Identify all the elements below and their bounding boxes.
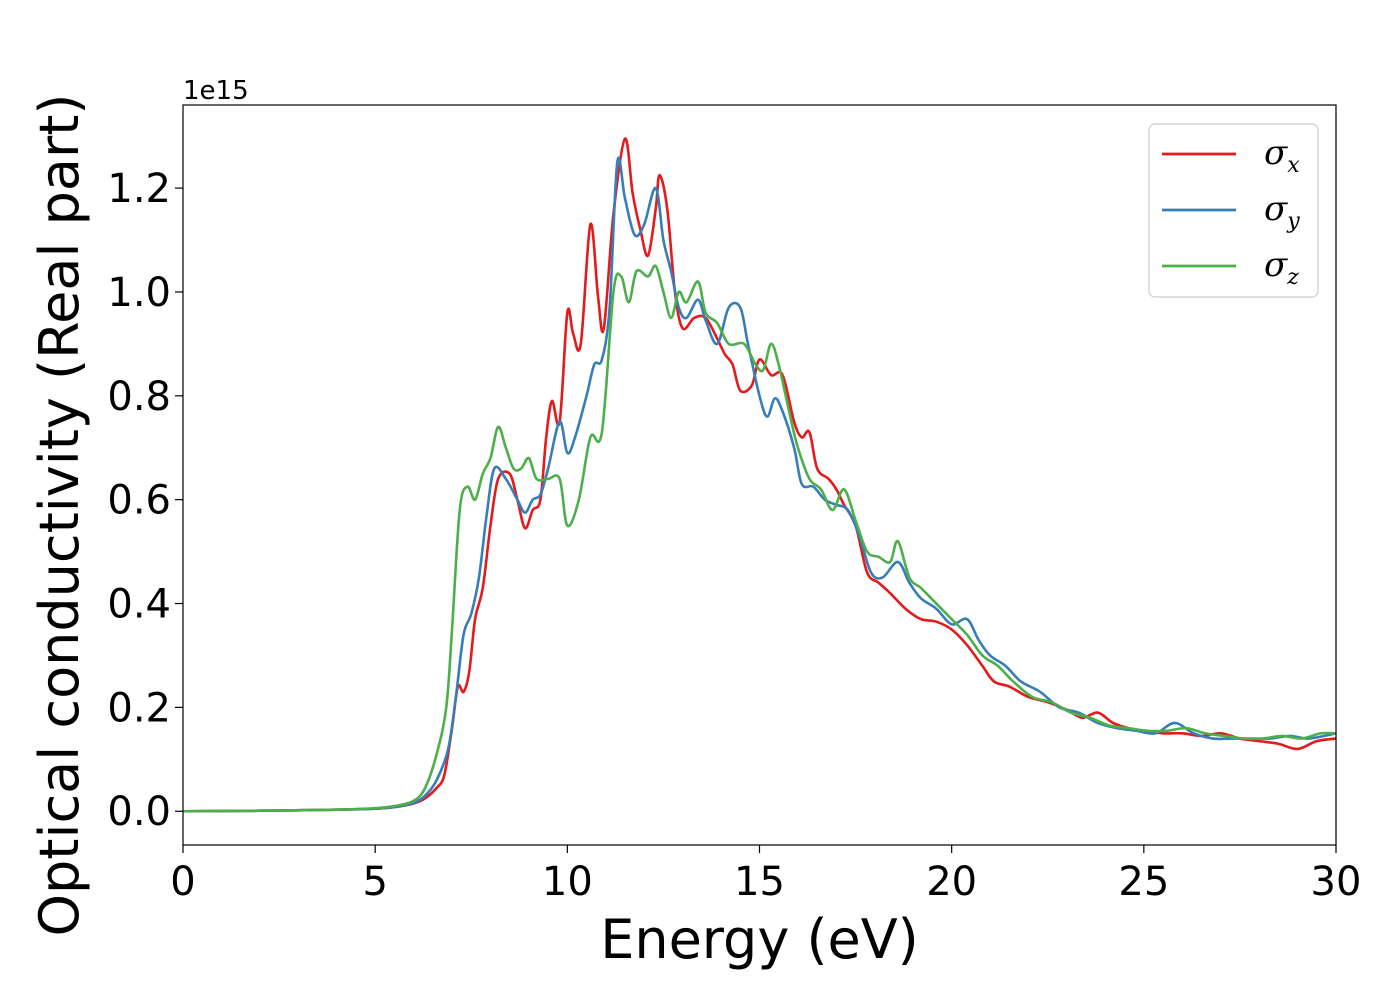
series-layer [183,137,1336,813]
legend-label-sigma-y: σy [1264,189,1300,234]
x-tick-label: 20 [926,859,977,905]
y-axis: 0.0 0.2 0.4 0.6 0.8 1.0 1.2 [107,166,183,835]
legend-label-sigma-x: σx [1264,133,1300,178]
y-tick-label: 0.0 [107,789,171,835]
y-tick-label: 1.0 [107,270,171,316]
y-tick-label: 0.8 [107,374,171,420]
legend: σx σy σz [1148,123,1319,298]
x-tick-label: 10 [542,859,593,905]
x-axis-title: Energy (eV) [600,908,919,971]
y-tick-label: 0.6 [107,478,171,524]
x-tick-label: 0 [170,859,195,905]
x-tick-label: 15 [734,859,785,905]
y-axis-title: Optical conductivity (Real part) [28,94,91,937]
x-tick-label: 5 [362,859,387,905]
x-axis: 0 5 10 15 20 25 30 [170,845,1361,905]
x-tick-label: 25 [1118,859,1169,905]
legend-label-sigma-z: σz [1264,245,1299,290]
y-axis-offset-label: 1e15 [183,76,249,106]
y-tick-label: 0.4 [107,582,171,628]
series-line-sigma-z [183,264,1336,813]
y-tick-label: 1.2 [107,166,171,212]
y-tick-label: 0.2 [107,685,171,731]
x-tick-label: 30 [1311,859,1362,905]
